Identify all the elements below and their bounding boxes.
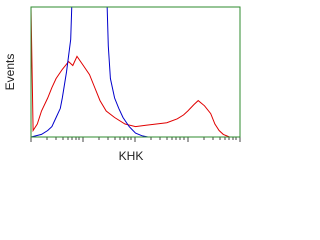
histogram-line [31, 7, 149, 137]
chart: Events KHK [3, 6, 241, 163]
plot-frame [30, 6, 241, 138]
y-axis-label: Events [3, 54, 17, 91]
x-axis-label: KHK [119, 149, 144, 163]
plot-area [31, 7, 230, 137]
histogram-line [31, 7, 230, 137]
x-ticks [30, 137, 241, 142]
